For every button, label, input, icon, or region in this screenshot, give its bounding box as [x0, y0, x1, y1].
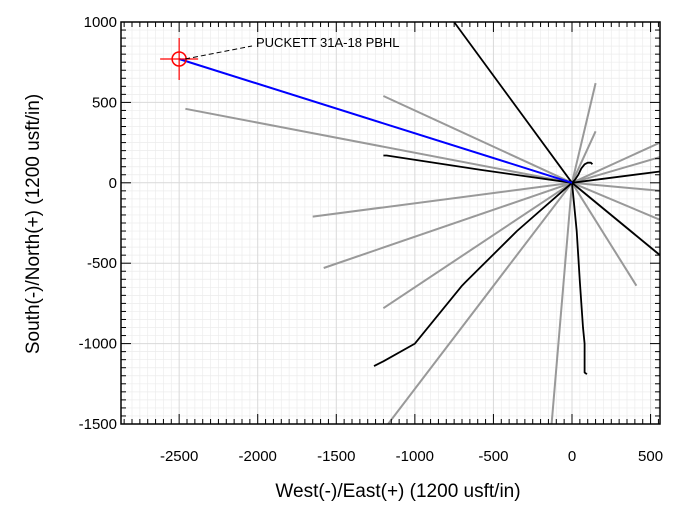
x-tick-label: -1500 — [317, 448, 355, 465]
x-tick-label: -1000 — [396, 448, 434, 465]
y-axis-title: South(-)/North(+) (1200 usft/in) — [23, 94, 44, 354]
actual-well-black — [571, 182, 661, 256]
offset-well-gray — [382, 181, 573, 310]
x-axis-title: West(-)/East(+) (1200 usft/in) — [275, 481, 520, 502]
y-tick-label: 1000 — [84, 14, 117, 31]
actual-well-black — [383, 154, 573, 184]
actual-well-black — [571, 161, 594, 184]
offset-well-gray — [550, 182, 573, 425]
target-marker: PUCKETT 31A-18 PBHL — [160, 35, 400, 80]
x-tick-label: -500 — [478, 448, 508, 465]
y-tick-label: 0 — [109, 175, 117, 192]
offset-well-gray — [571, 156, 661, 184]
series-layer — [178, 21, 661, 425]
offset-well-gray — [571, 181, 661, 192]
offset-well-gray — [323, 181, 573, 269]
axes-frame — [120, 21, 661, 425]
actual-well-black — [571, 182, 588, 375]
plot-frame — [120, 21, 661, 425]
tick-labels: -2500 -2000 -1500 -1000 -500 0 500 1000 500 0 -500… — [79, 14, 663, 465]
actual-well-black — [571, 170, 661, 184]
planned-well-path — [178, 58, 573, 184]
actual-well-black — [373, 182, 573, 367]
y-tick-label: -1500 — [79, 416, 117, 433]
target-leader-line — [185, 45, 253, 60]
offset-well-gray — [571, 82, 597, 184]
x-tick-label: 500 — [638, 448, 663, 465]
offset-well-gray — [382, 95, 573, 184]
offset-well-gray — [571, 141, 661, 184]
x-tick-label: -2000 — [239, 448, 277, 465]
offset-well-gray — [571, 130, 597, 184]
x-tick-label: -2500 — [160, 448, 198, 465]
offset-well-gray — [571, 182, 638, 287]
offset-well-gray — [571, 181, 661, 221]
minor-grid — [121, 22, 660, 424]
y-tick-label: 500 — [92, 94, 117, 111]
offset-well-gray — [185, 107, 573, 184]
target-label: PUCKETT 31A-18 PBHL — [256, 35, 400, 50]
actual-well-black — [453, 21, 573, 184]
y-tick-label: -1000 — [79, 336, 117, 353]
y-tick-label: -500 — [87, 255, 117, 272]
offset-well-gray — [312, 181, 573, 218]
x-tick-label: 0 — [568, 448, 576, 465]
offset-well-gray — [387, 182, 573, 425]
